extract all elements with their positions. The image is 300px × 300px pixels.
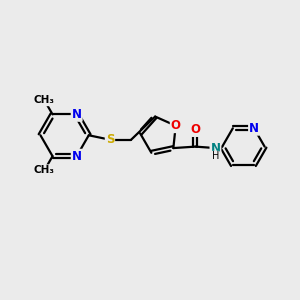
Text: N: N <box>249 122 259 135</box>
Text: N: N <box>211 142 220 154</box>
Text: S: S <box>106 133 114 146</box>
Text: N: N <box>72 150 82 163</box>
Text: N: N <box>72 108 82 121</box>
Text: CH₃: CH₃ <box>34 165 55 175</box>
Text: O: O <box>190 123 200 136</box>
Text: CH₃: CH₃ <box>34 95 55 105</box>
Text: H: H <box>212 151 219 161</box>
Text: O: O <box>171 119 181 132</box>
